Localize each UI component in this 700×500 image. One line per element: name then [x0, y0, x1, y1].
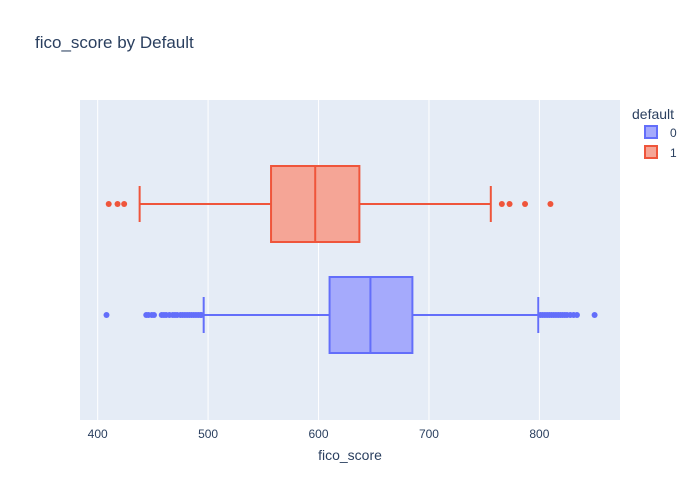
- outlier-point: [573, 312, 580, 318]
- legend-item-0[interactable]: 0: [644, 125, 677, 140]
- x-tick-label-600: 600: [309, 427, 329, 441]
- x-axis-title: fico_score: [318, 447, 382, 463]
- outlier-point: [121, 201, 128, 207]
- box-trace-0[interactable]: [103, 276, 598, 354]
- legend: default 0 1: [632, 106, 677, 160]
- box-trace-1[interactable]: [105, 165, 554, 243]
- x-tick-label-400: 400: [88, 427, 108, 441]
- x-tick-label-700: 700: [419, 427, 439, 441]
- chart-title: fico_score by Default: [35, 33, 194, 52]
- legend-swatch-0: [644, 125, 658, 139]
- legend-title: default: [632, 106, 674, 122]
- outlier-point: [198, 312, 205, 318]
- outlier-point: [547, 201, 554, 207]
- legend-label-0: 0: [670, 126, 677, 140]
- outlier-point: [103, 312, 110, 318]
- legend-label-1: 1: [670, 146, 677, 160]
- outlier-point: [150, 312, 157, 318]
- outlier-point: [498, 201, 505, 207]
- legend-swatch-1: [644, 145, 658, 159]
- legend-item-1[interactable]: 1: [644, 145, 677, 160]
- box-traces: [103, 165, 598, 354]
- outlier-point: [591, 312, 598, 318]
- x-axis-ticks: 400 500 600 700 800: [88, 427, 550, 441]
- x-tick-label-800: 800: [529, 427, 549, 441]
- outlier-point: [114, 201, 121, 207]
- outlier-point: [522, 201, 529, 207]
- outlier-point: [506, 201, 513, 207]
- plot-area-background: [80, 100, 620, 420]
- gridlines: [97, 100, 540, 420]
- x-tick-label-500: 500: [198, 427, 218, 441]
- outlier-point: [105, 201, 112, 207]
